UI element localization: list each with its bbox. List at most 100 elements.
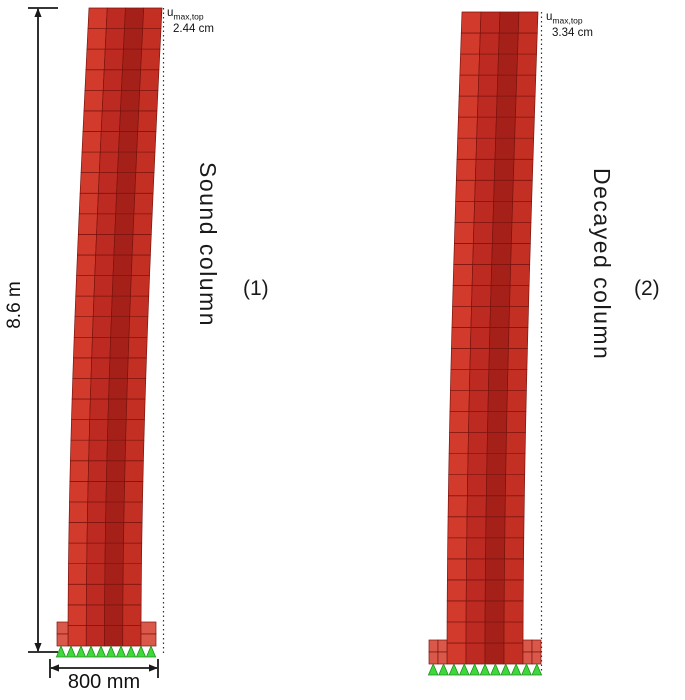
mesh-element [484,600,505,623]
support-triangle-icon [489,662,501,676]
mesh-element [469,369,490,391]
mesh-element [98,151,119,173]
mesh-element [67,604,87,626]
mesh-element [510,243,531,265]
u-max-top-annotation-sound: umax,top 2.44 cm [167,6,214,37]
mesh-element [84,69,105,91]
mesh-element [126,378,147,400]
mesh-element [100,110,121,132]
mesh-element [122,625,142,647]
mesh-element [512,179,533,202]
mesh-element [477,74,499,97]
mesh-element [86,522,106,544]
u-symbol: u [546,11,553,23]
mesh-element [496,74,518,97]
mesh-element [80,151,101,173]
dimension-arrowhead-icon [34,643,42,652]
mesh-element [466,558,486,581]
mesh-element [128,316,149,338]
mesh-element [120,89,141,112]
mesh-element [142,7,163,29]
mesh-element [469,348,490,370]
pedestal-element [56,633,69,647]
mesh-element [503,621,524,644]
mesh-element [85,625,105,647]
mesh-element [446,621,467,644]
mesh-element [505,432,526,455]
mesh-element [77,213,98,235]
mesh-element [509,264,531,286]
mesh-element [115,192,136,215]
support-triangle-icon [531,662,543,676]
mesh-element [131,234,152,256]
mesh-element [478,53,499,76]
mesh-element [88,419,109,441]
mesh-element [465,579,486,602]
mesh-element [485,537,506,560]
mesh-element [70,419,91,441]
mesh-element [123,522,143,544]
mesh-element [516,53,537,76]
mesh-element [104,563,124,585]
mesh-element [119,110,140,132]
pedestal-element [56,621,69,635]
mesh-element [67,583,87,606]
mesh-element [446,600,467,623]
mesh-element [86,583,106,606]
mesh-element [470,327,491,349]
dimension-arrowhead-icon [34,8,42,17]
u-max-top-value-decayed: 3.34 cm [552,27,593,40]
mesh-element [74,295,95,318]
mesh-element [498,32,519,55]
mesh-element [110,316,131,338]
support-triangle-icon [125,644,137,658]
mesh-element [127,357,147,379]
support-triangle-icon [75,644,87,658]
mesh-element [468,390,489,412]
mesh-element [124,7,145,29]
mesh-element [141,28,162,50]
mesh-element [116,172,137,194]
mesh-element [467,453,488,476]
mesh-element [494,137,516,160]
mesh-element [488,369,509,391]
mesh-element [466,516,487,539]
mesh-element [121,69,142,91]
mesh-element [460,32,481,55]
mesh-element [87,460,108,482]
u-max-top-symbol-sound: umax,top [167,6,214,22]
mesh-element [90,357,111,379]
mesh-element [118,131,139,153]
mesh-element [124,439,145,462]
mesh-element [139,69,160,91]
mesh-element [448,474,469,497]
mesh-element [87,7,108,29]
mesh-element [515,74,537,97]
u-symbol: u [167,7,174,19]
mesh-element [111,295,131,318]
mesh-element [507,348,528,370]
mesh-element [83,89,104,112]
mesh-element [475,137,497,160]
mesh-element [88,439,108,462]
mesh-element [496,95,517,118]
pedestal-element [140,633,157,647]
u-max-top-symbol-decayed: umax,top [546,10,593,26]
support-triangle-icon [500,662,512,676]
figure-number-1: (1) [243,277,269,300]
mesh-element [465,621,486,644]
mesh-element [449,411,470,433]
mesh-element [498,11,520,34]
support-triangle-icon [85,644,97,658]
mesh-element [457,116,478,139]
support-triangle-icon [427,662,439,676]
mesh-element [452,264,474,286]
mesh-element [513,137,535,160]
mesh-element [67,625,87,647]
mesh-element [130,254,151,276]
mesh-element [136,131,157,153]
mesh-element [123,28,144,50]
mesh-element [506,390,527,412]
height-dimension-label: 8.6 m [4,281,25,329]
